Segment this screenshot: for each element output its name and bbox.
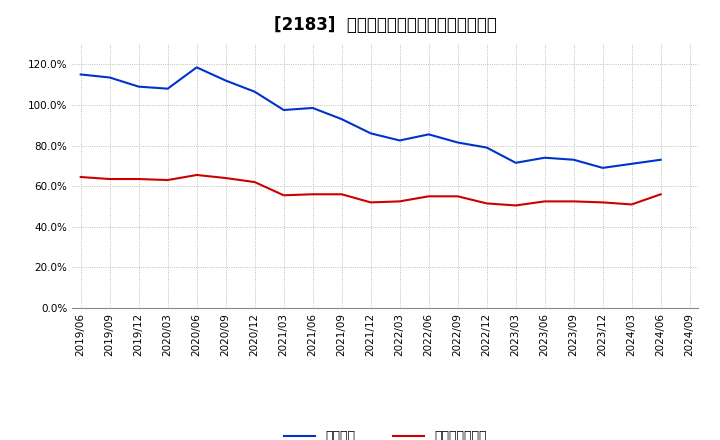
固定長期適合率 bbox=[395, 199, 404, 204]
固定長期適合率 bbox=[105, 176, 114, 182]
固定比率 bbox=[627, 161, 636, 166]
固定比率 bbox=[366, 131, 375, 136]
固定比率 bbox=[598, 165, 607, 171]
固定長期適合率 bbox=[424, 194, 433, 199]
固定比率 bbox=[308, 105, 317, 110]
固定長期適合率 bbox=[366, 200, 375, 205]
固定比率 bbox=[163, 86, 172, 92]
固定比率 bbox=[221, 78, 230, 83]
Line: 固定比率: 固定比率 bbox=[81, 67, 661, 168]
固定長期適合率 bbox=[251, 180, 259, 185]
固定比率 bbox=[135, 84, 143, 89]
固定長期適合率 bbox=[279, 193, 288, 198]
固定長期適合率 bbox=[454, 194, 462, 199]
固定長期適合率 bbox=[192, 172, 201, 178]
固定比率 bbox=[482, 145, 491, 150]
固定長期適合率 bbox=[627, 202, 636, 207]
Legend: 固定比率, 固定長期適合率: 固定比率, 固定長期適合率 bbox=[279, 425, 492, 440]
固定比率 bbox=[570, 157, 578, 162]
固定比率 bbox=[251, 89, 259, 94]
固定比率 bbox=[424, 132, 433, 137]
固定長期適合率 bbox=[221, 176, 230, 181]
固定比率 bbox=[279, 107, 288, 113]
固定長期適合率 bbox=[163, 177, 172, 183]
固定長期適合率 bbox=[482, 201, 491, 206]
固定比率 bbox=[76, 72, 85, 77]
固定長期適合率 bbox=[570, 199, 578, 204]
固定比率 bbox=[657, 157, 665, 162]
固定比率 bbox=[192, 65, 201, 70]
固定長期適合率 bbox=[598, 200, 607, 205]
Line: 固定長期適合率: 固定長期適合率 bbox=[81, 175, 661, 205]
固定比率 bbox=[395, 138, 404, 143]
固定比率 bbox=[541, 155, 549, 160]
固定長期適合率 bbox=[541, 199, 549, 204]
固定長期適合率 bbox=[135, 176, 143, 182]
固定比率 bbox=[338, 117, 346, 122]
固定比率 bbox=[454, 140, 462, 145]
固定長期適合率 bbox=[657, 192, 665, 197]
固定長期適合率 bbox=[511, 203, 520, 208]
固定比率 bbox=[511, 160, 520, 165]
固定長期適合率 bbox=[308, 192, 317, 197]
固定長期適合率 bbox=[338, 192, 346, 197]
固定長期適合率 bbox=[76, 174, 85, 180]
Title: [2183]  固定比率、固定長期適合率の推移: [2183] 固定比率、固定長期適合率の推移 bbox=[274, 16, 497, 34]
固定比率 bbox=[105, 75, 114, 80]
